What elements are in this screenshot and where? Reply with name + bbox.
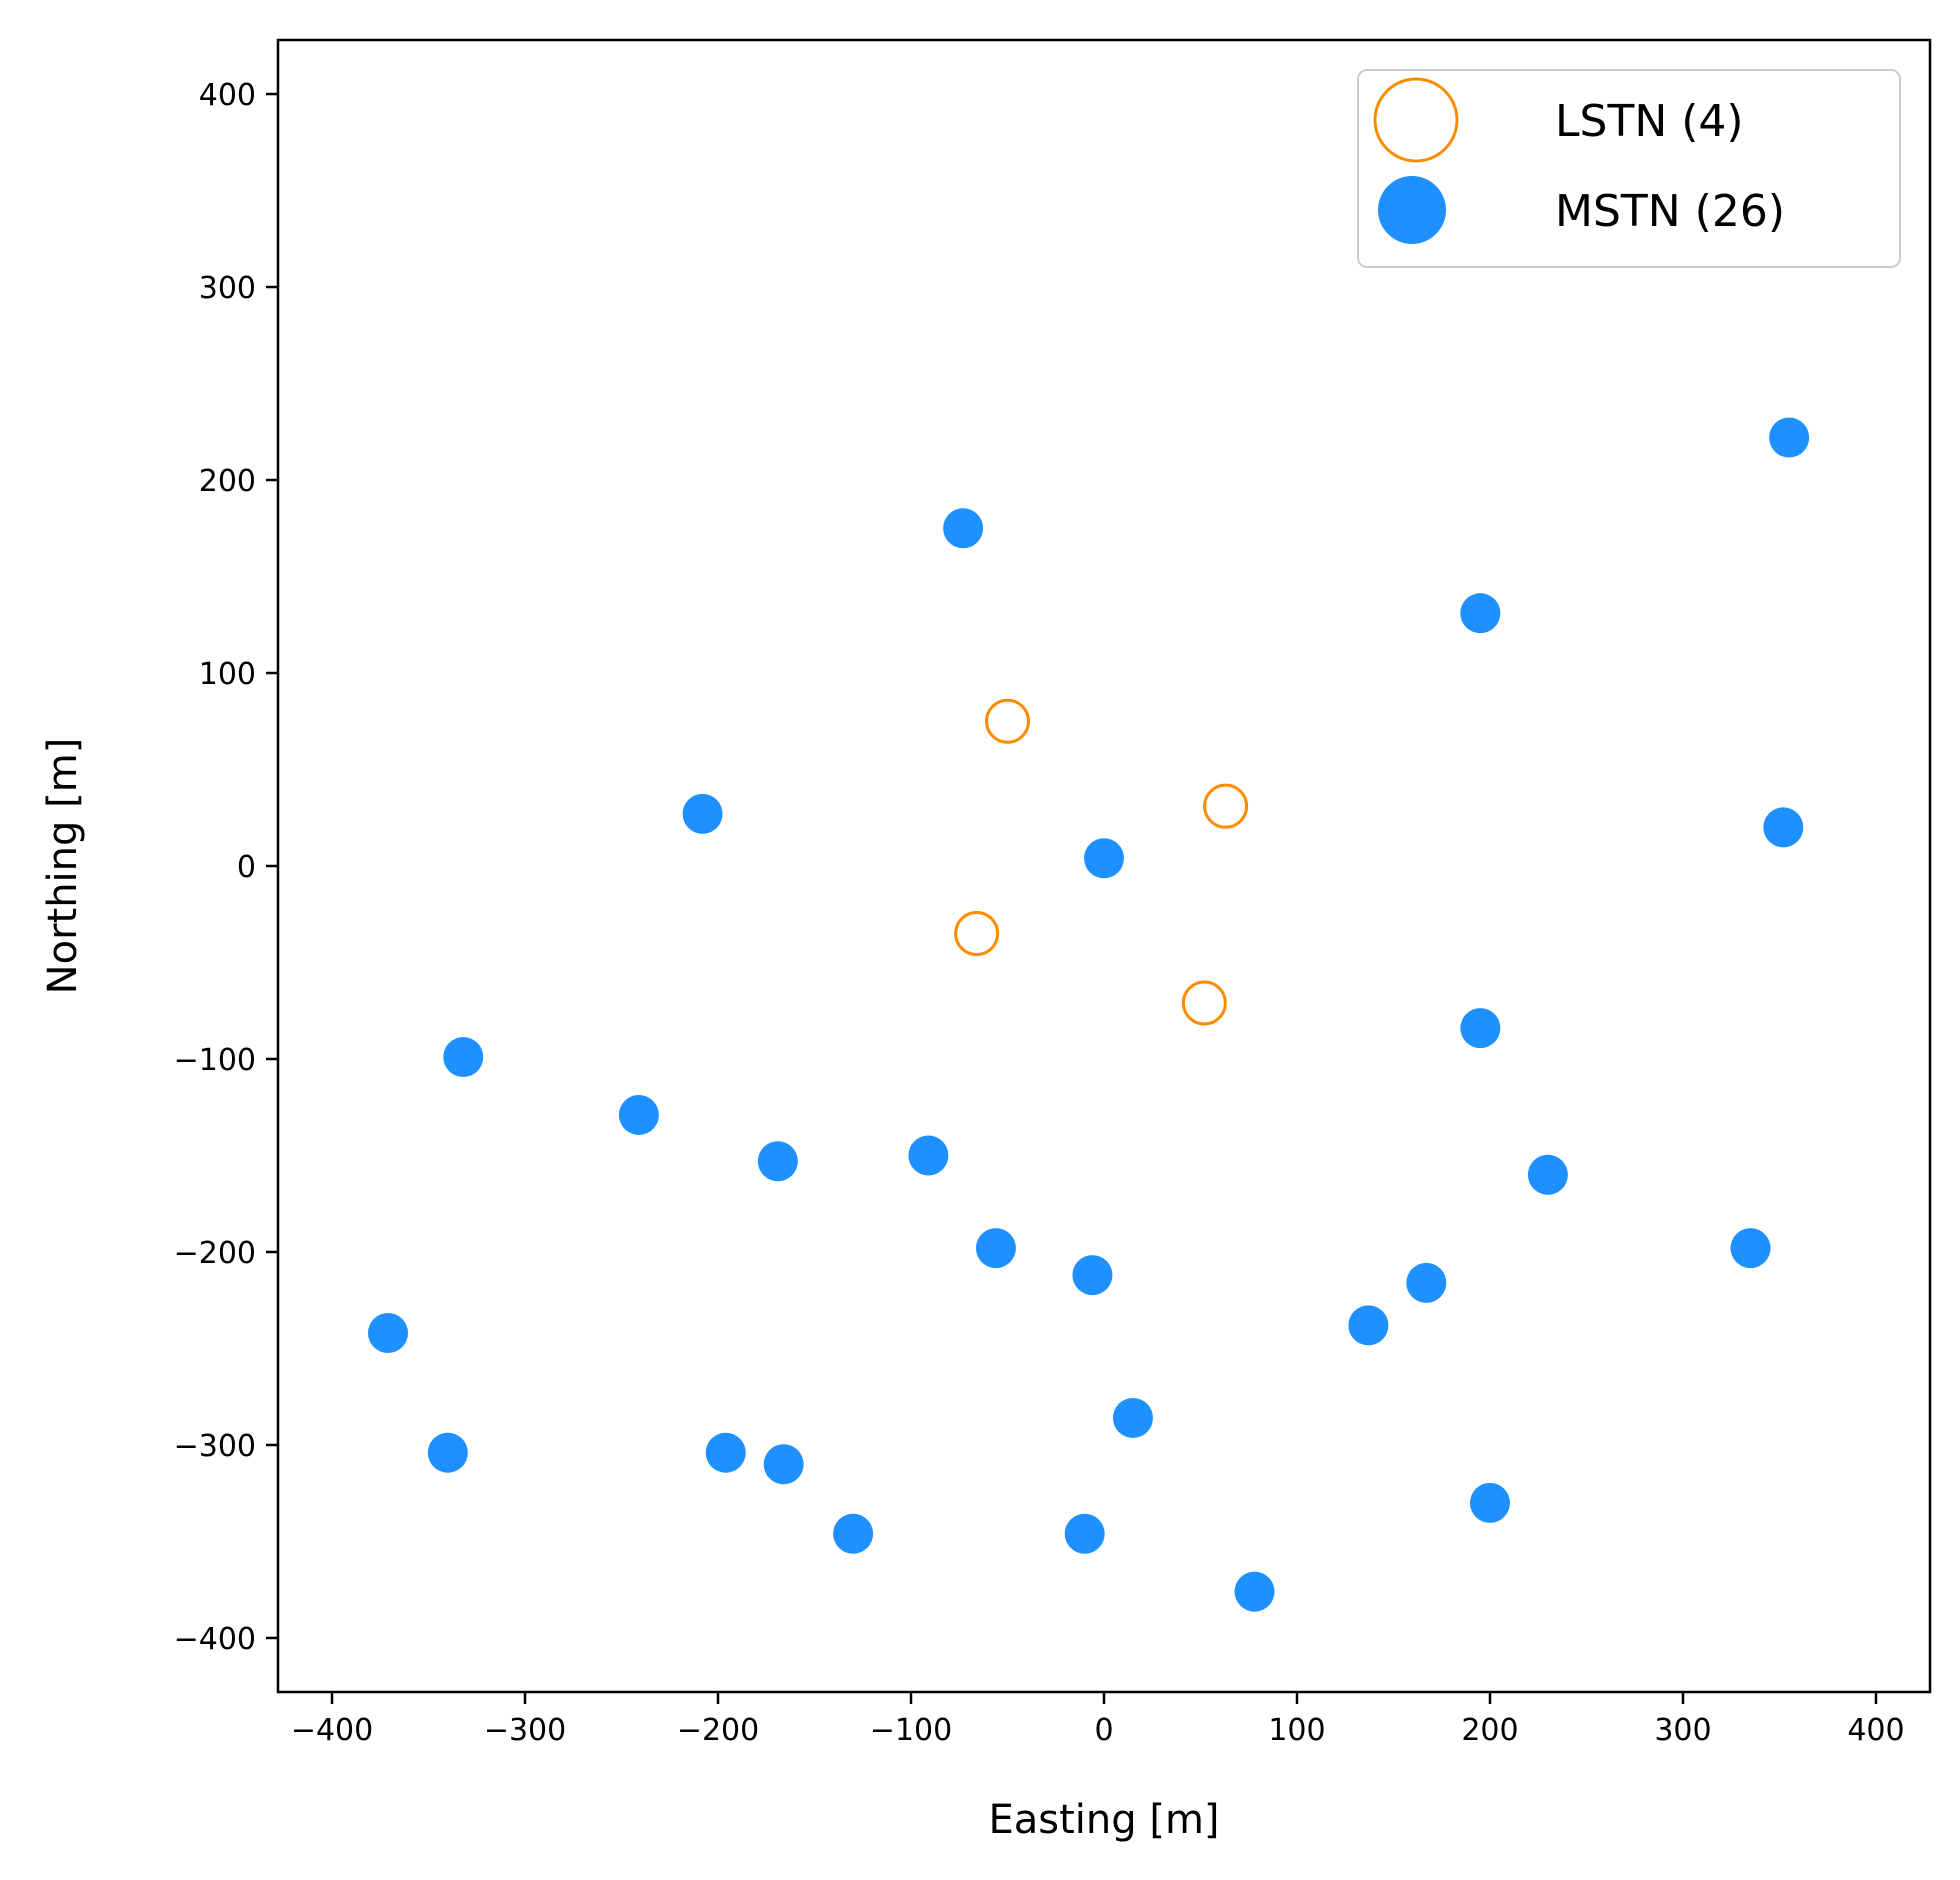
y-tick-label: −300 xyxy=(174,1429,256,1464)
data-point-mstn xyxy=(618,1094,659,1135)
y-tick-label: −100 xyxy=(174,1043,256,1078)
data-point-mstn xyxy=(1234,1571,1275,1612)
x-axis-label: Easting [m] xyxy=(988,1797,1219,1843)
x-axis: −400 −300 −200 −100 0 100 200 300 400 xyxy=(291,1692,1905,1748)
data-point-mstn xyxy=(1406,1262,1447,1303)
data-point-mstn xyxy=(975,1228,1016,1269)
x-tick-label: 400 xyxy=(1847,1713,1904,1748)
y-tick-label: 100 xyxy=(199,657,256,692)
data-point-mstn xyxy=(1348,1305,1389,1346)
data-point-mstn xyxy=(1763,807,1804,848)
data-point-mstn xyxy=(1730,1228,1771,1269)
data-point-mstn xyxy=(943,508,984,549)
x-tick-label: 300 xyxy=(1654,1713,1711,1748)
y-axis-label: Northing [m] xyxy=(40,738,86,995)
data-point-lstn xyxy=(954,911,1000,957)
data-point-lstn xyxy=(1181,980,1227,1026)
data-point-mstn xyxy=(1064,1513,1105,1554)
data-point-lstn xyxy=(985,698,1031,744)
data-point-mstn xyxy=(1469,1482,1510,1523)
y-tick-label: −400 xyxy=(174,1622,256,1657)
x-tick-label: −400 xyxy=(291,1713,373,1748)
legend: LSTN (4) MSTN (26) xyxy=(1357,69,1901,268)
data-point-mstn xyxy=(1460,593,1501,634)
x-tick-label: −200 xyxy=(677,1713,759,1748)
data-point-mstn xyxy=(682,793,723,834)
x-tick-label: 0 xyxy=(1094,1713,1113,1748)
legend-label-lstn: LSTN (4) xyxy=(1555,96,1744,147)
data-point-mstn xyxy=(368,1313,409,1354)
data-point-mstn xyxy=(833,1513,874,1554)
legend-marker-mstn xyxy=(1378,176,1446,244)
x-tick-label: −300 xyxy=(484,1713,566,1748)
data-point-lstn xyxy=(1203,783,1249,829)
data-point-mstn xyxy=(763,1444,804,1485)
y-tick-label: 300 xyxy=(199,271,256,306)
y-tick-label: 200 xyxy=(199,464,256,499)
y-tick-label: 400 xyxy=(199,78,256,113)
data-point-mstn xyxy=(908,1135,949,1176)
data-point-mstn xyxy=(1527,1154,1568,1195)
legend-label-mstn: MSTN (26) xyxy=(1555,186,1785,237)
data-point-mstn xyxy=(1112,1397,1153,1438)
points-layer xyxy=(368,417,1810,1612)
data-point-mstn xyxy=(443,1037,484,1078)
data-point-mstn xyxy=(757,1141,798,1182)
x-tick-label: 100 xyxy=(1268,1713,1325,1748)
legend-marker-lstn xyxy=(1373,77,1459,163)
x-tick-label: −100 xyxy=(870,1713,952,1748)
data-point-mstn xyxy=(705,1432,746,1473)
data-point-mstn xyxy=(1769,417,1810,458)
x-tick-label: 200 xyxy=(1461,1713,1518,1748)
legend-box xyxy=(1357,69,1901,268)
y-axis: −400 −300 −200 −100 0 100 200 300 400 xyxy=(174,78,278,1657)
y-tick-label: 0 xyxy=(237,850,256,885)
data-point-mstn xyxy=(427,1432,468,1473)
y-tick-label: −200 xyxy=(174,1236,256,1271)
data-point-mstn xyxy=(1460,1008,1501,1049)
data-point-mstn xyxy=(1072,1255,1113,1296)
data-point-mstn xyxy=(1084,838,1124,879)
